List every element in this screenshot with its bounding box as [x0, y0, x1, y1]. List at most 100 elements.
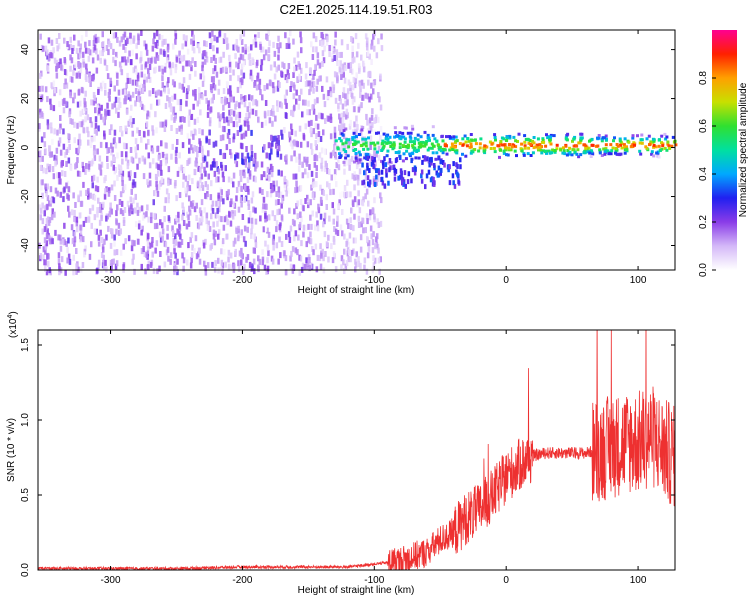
- heatmap-cell: [41, 228, 44, 235]
- heatmap-cell: [264, 240, 267, 247]
- heatmap-cell: [353, 171, 356, 178]
- heatmap-cell: [174, 150, 178, 157]
- heatmap-cell: [142, 173, 146, 180]
- heatmap-cell: [116, 152, 119, 159]
- heatmap-cell: [321, 248, 324, 255]
- heatmap-cell: [246, 152, 250, 159]
- heatmap-cell: [316, 59, 320, 66]
- heatmap-cell: [109, 207, 112, 214]
- heatmap-cell: [375, 151, 378, 158]
- heatmap-cell: [99, 202, 102, 209]
- heatmap-cell: [261, 249, 264, 256]
- heatmap-cell: [333, 144, 336, 151]
- heatmap-cell: [296, 51, 300, 58]
- heatmap-cell: [290, 129, 294, 136]
- heatmap-cell: [421, 159, 424, 165]
- heatmap-cell: [373, 147, 377, 151]
- heatmap-cell: [85, 163, 88, 169]
- heatmap-cell: [124, 89, 127, 96]
- heatmap-cell: [222, 51, 225, 58]
- heatmap-cell: [441, 151, 445, 155]
- heatmap-cell: [105, 186, 108, 193]
- heatmap-cell: [300, 88, 303, 95]
- heatmap-cell: [40, 111, 44, 118]
- heatmap-cell: [639, 152, 643, 156]
- heatmap-cell: [368, 182, 371, 188]
- heatmap-cell: [127, 171, 131, 178]
- heatmap-cell: [392, 164, 396, 170]
- heatmap-cell: [142, 130, 146, 137]
- heatmap-cell: [275, 142, 278, 149]
- heatmap-cell: [241, 143, 244, 150]
- heatmap-cell: [135, 68, 138, 75]
- heatmap-cell: [232, 201, 235, 208]
- heatmap-cell: [216, 212, 219, 219]
- heatmap-cell: [291, 218, 295, 225]
- heatmap-cell: [353, 121, 356, 128]
- heatmap-cell: [358, 207, 362, 214]
- heatmap-cell: [59, 115, 62, 121]
- heatmap-cell: [315, 266, 319, 273]
- heatmap-cell: [410, 152, 414, 156]
- heatmap-cell: [331, 202, 334, 209]
- heatmap-cell: [373, 156, 376, 162]
- heatmap-cell: [44, 187, 48, 194]
- heatmap-cell: [307, 236, 310, 243]
- heatmap-cell: [217, 257, 220, 264]
- heatmap-cell: [326, 168, 329, 175]
- heatmap-cell: [299, 31, 302, 38]
- heatmap-cell: [106, 148, 109, 154]
- heatmap-cell: [240, 229, 243, 236]
- heatmap-cell: [199, 73, 202, 80]
- heatmap-cell: [590, 143, 594, 147]
- y-tick-label: 1.0: [20, 413, 31, 427]
- heatmap-cell: [325, 241, 329, 248]
- heatmap-cell: [49, 197, 53, 204]
- heatmap-cell: [279, 153, 283, 160]
- heatmap-cell: [67, 237, 70, 244]
- heatmap-cell: [372, 141, 376, 145]
- heatmap-cell: [347, 148, 351, 154]
- heatmap-cell: [268, 79, 272, 86]
- heatmap-cell: [431, 125, 435, 129]
- heatmap-cell: [39, 253, 42, 259]
- heatmap-cell: [524, 138, 528, 141]
- heatmap-cell: [244, 44, 247, 51]
- heatmap-cell: [60, 64, 63, 71]
- heatmap-cell: [347, 79, 351, 86]
- heatmap-cell: [203, 166, 206, 173]
- heatmap-cell: [209, 106, 213, 113]
- heatmap-cell: [54, 160, 57, 167]
- heatmap-cell: [366, 44, 369, 51]
- heatmap-cell: [188, 174, 191, 181]
- heatmap-cell: [137, 223, 141, 230]
- heatmap-cell: [328, 51, 331, 57]
- heatmap-cell: [455, 139, 459, 143]
- heatmap-cell: [258, 258, 261, 265]
- heatmap-cell: [623, 145, 627, 149]
- heatmap-cell: [121, 56, 124, 63]
- heatmap-cell: [470, 138, 474, 142]
- heatmap-cell: [195, 215, 198, 221]
- heatmap-cell: [73, 121, 76, 128]
- heatmap-cell: [315, 46, 318, 53]
- heatmap-cell: [408, 152, 412, 156]
- heatmap-cell: [140, 83, 143, 90]
- heatmap-cell: [314, 153, 317, 160]
- heatmap-cell: [46, 53, 49, 60]
- heatmap-cell: [129, 59, 133, 66]
- heatmap-cell: [120, 130, 124, 137]
- heatmap-cell: [101, 31, 104, 38]
- heatmap-cell: [207, 100, 210, 107]
- heatmap-cell: [351, 173, 354, 180]
- heatmap-cell: [109, 259, 113, 266]
- heatmap-cell: [428, 157, 432, 163]
- heatmap-cell: [304, 81, 308, 87]
- heatmap-cell: [176, 139, 179, 145]
- heatmap-cell: [231, 210, 234, 216]
- heatmap-cell: [125, 155, 128, 162]
- heatmap-cell: [184, 40, 188, 47]
- heatmap-cell: [50, 82, 53, 89]
- heatmap-cell: [56, 129, 59, 136]
- heatmap-cell: [171, 143, 174, 150]
